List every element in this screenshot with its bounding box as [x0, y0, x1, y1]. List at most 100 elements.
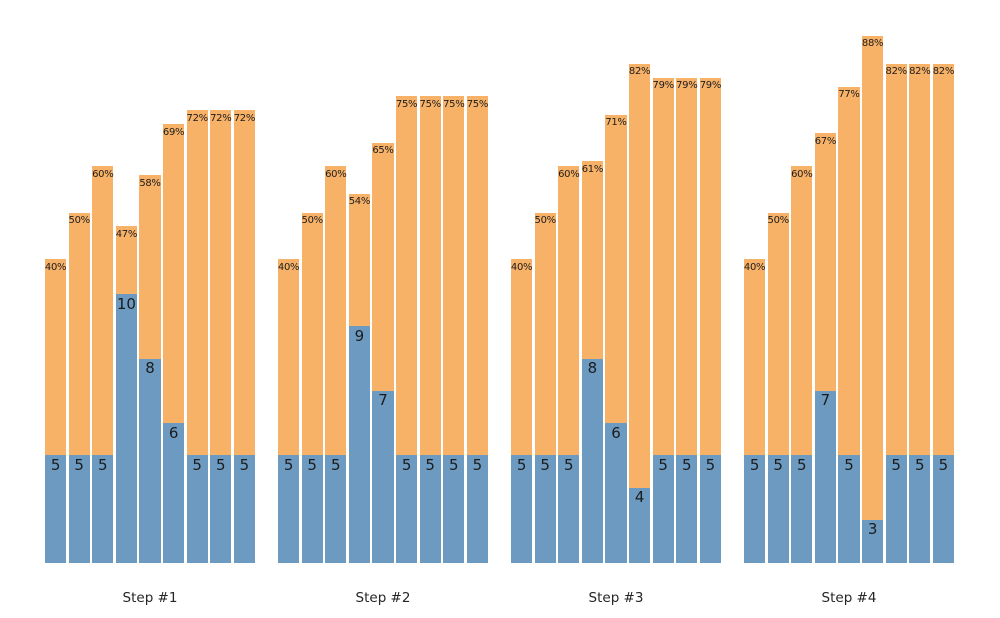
- rate-bar: [909, 63, 931, 563]
- count-value-label: 8: [587, 359, 598, 377]
- count-value-label: 5: [331, 455, 341, 474]
- count-bar: [838, 455, 860, 563]
- count-value-label: 5: [891, 455, 901, 474]
- rate-bar: [396, 96, 418, 563]
- count-bar: [163, 423, 185, 563]
- rate-value-label: 79%: [676, 80, 698, 92]
- step-label-2: Step #2: [355, 590, 411, 606]
- count-value-label: 5: [449, 455, 459, 474]
- count-bar: [396, 455, 418, 563]
- rate-value-label: 60%: [791, 168, 813, 180]
- count-value-label: 5: [773, 455, 783, 474]
- rate-value-label: 72%: [233, 112, 256, 124]
- count-value-label: 5: [425, 455, 435, 474]
- count-value-label: 7: [378, 391, 388, 410]
- count-value-label: 5: [74, 455, 84, 474]
- rate-value-label: 75%: [466, 98, 489, 110]
- rate-value-label: 58%: [139, 177, 161, 189]
- count-bar: [581, 358, 603, 563]
- count-bar: [791, 455, 813, 563]
- count-bar: [186, 455, 208, 563]
- count-value-label: 9: [354, 326, 365, 345]
- count-bar: [278, 455, 300, 563]
- count-bar: [558, 455, 580, 563]
- rate-value-label: 71%: [605, 117, 627, 129]
- rate-value-label: 72%: [186, 112, 209, 124]
- count-value-label: 6: [611, 423, 621, 442]
- rate-value-label: 61%: [581, 163, 604, 175]
- rate-value-label: 65%: [372, 145, 394, 157]
- count-bar: [45, 455, 67, 563]
- count-bar: [233, 455, 255, 563]
- count-value-label: 5: [50, 455, 61, 474]
- count-bar: [443, 455, 465, 563]
- count-value-label: 5: [938, 455, 949, 474]
- count-value-label: 6: [168, 423, 179, 442]
- rate-bar: [885, 63, 907, 563]
- rate-value-label: 50%: [301, 215, 324, 226]
- rate-value-label: 50%: [68, 215, 91, 226]
- count-bar: [210, 455, 232, 563]
- count-value-label: 5: [564, 455, 574, 474]
- rate-bar: [676, 77, 698, 563]
- count-value-label: 5: [705, 455, 716, 474]
- count-bar: [814, 390, 836, 563]
- count-value-label: 5: [682, 455, 692, 474]
- rate-value-label: 79%: [652, 80, 675, 92]
- rate-bar: [699, 77, 721, 563]
- rate-value-label: 79%: [699, 80, 722, 92]
- count-value-label: 5: [540, 455, 550, 474]
- count-bar: [932, 455, 954, 563]
- rate-bar: [186, 110, 208, 563]
- count-bar: [419, 455, 441, 563]
- rate-value-label: 50%: [767, 215, 790, 226]
- count-value-label: 4: [634, 488, 645, 506]
- rate-value-label: 82%: [932, 66, 955, 78]
- count-bar: [325, 455, 347, 563]
- count-value-label: 10: [116, 294, 136, 313]
- rate-bar: [838, 86, 860, 563]
- rate-bar: [443, 96, 465, 563]
- rate-bar: [233, 110, 255, 563]
- count-bar: [909, 455, 931, 563]
- count-value-label: 5: [98, 455, 108, 474]
- rate-bar: [629, 63, 651, 563]
- rate-value-label: 75%: [395, 98, 418, 110]
- rate-value-label: 40%: [510, 261, 533, 273]
- rate-value-label: 60%: [558, 168, 580, 180]
- count-value-label: 5: [307, 455, 317, 474]
- count-bar: [68, 455, 90, 563]
- count-bar: [629, 487, 651, 563]
- count-bar: [348, 326, 370, 563]
- count-bar: [699, 455, 721, 563]
- count-bar: [466, 455, 488, 563]
- rate-value-label: 67%: [814, 135, 837, 147]
- count-bar: [676, 455, 698, 563]
- count-value-label: 5: [472, 455, 483, 474]
- rate-value-label: 75%: [419, 98, 442, 110]
- rate-value-label: 40%: [44, 261, 67, 273]
- rate-value-label: 77%: [838, 89, 860, 101]
- count-value-label: 3: [867, 520, 878, 539]
- count-value-label: 5: [658, 455, 668, 474]
- count-bar: [744, 455, 766, 563]
- count-bar: [92, 455, 114, 563]
- rate-value-label: 82%: [628, 66, 651, 78]
- rate-bar: [466, 96, 488, 563]
- count-bar: [301, 455, 323, 563]
- rate-value-label: 88%: [861, 38, 884, 50]
- count-bar: [885, 455, 907, 563]
- rate-value-label: 50%: [534, 215, 557, 226]
- count-value-label: 5: [239, 455, 250, 474]
- count-bar: [372, 390, 394, 563]
- rate-value-label: 54%: [348, 196, 371, 208]
- count-bar: [767, 455, 789, 563]
- count-bar: [139, 358, 161, 563]
- rate-value-label: 72%: [210, 112, 232, 124]
- rate-value-label: 60%: [92, 168, 114, 180]
- count-value-label: 5: [516, 455, 527, 474]
- rate-value-label: 82%: [909, 66, 931, 78]
- count-bar: [862, 519, 884, 563]
- rate-value-label: 47%: [115, 228, 138, 240]
